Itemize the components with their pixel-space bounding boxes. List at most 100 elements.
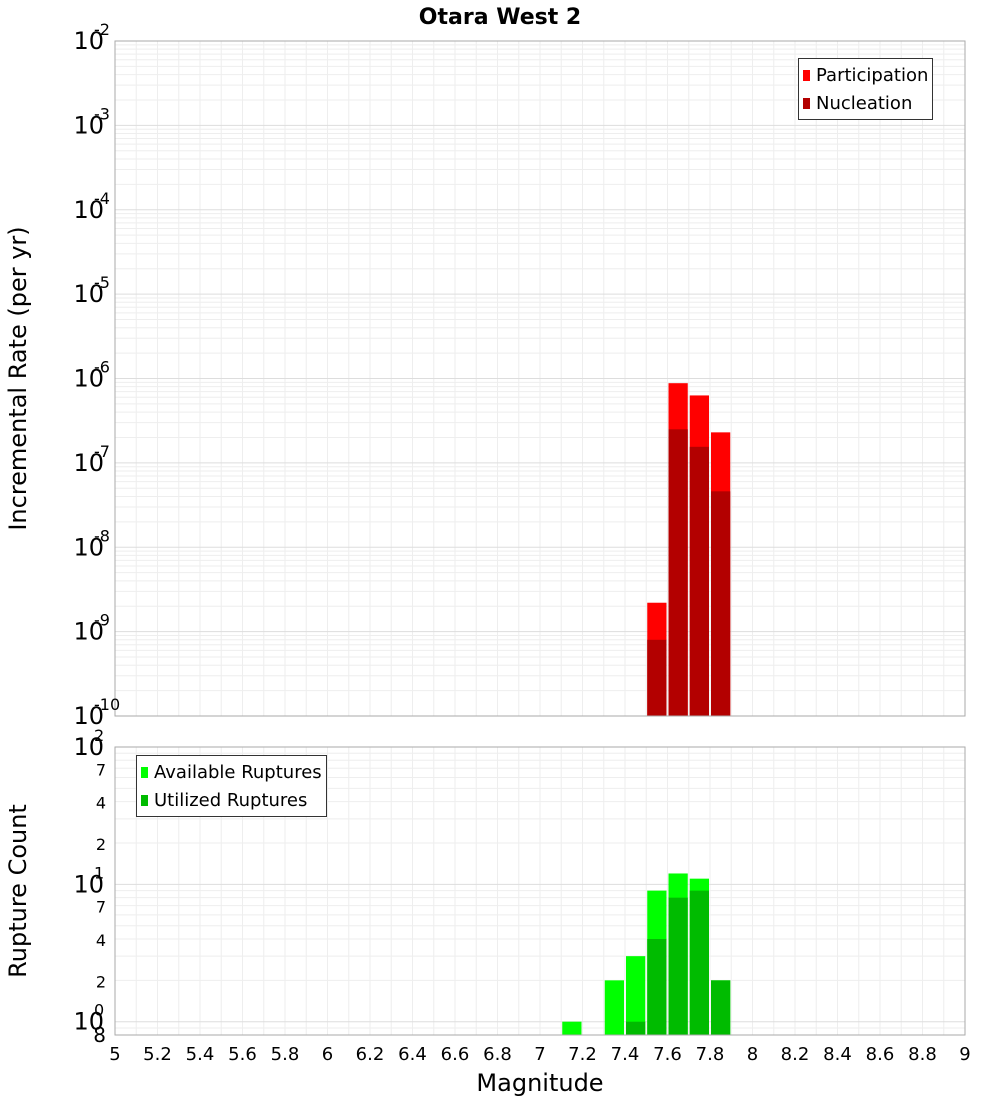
y-tick-label: 100 xyxy=(73,1001,104,1036)
x-tick-label: 7.2 xyxy=(568,1044,597,1065)
bottom-y-axis-label: Rupture Count xyxy=(4,804,32,978)
y-minor-tick-label: 7 xyxy=(96,760,106,779)
x-tick-label: 7.6 xyxy=(653,1044,682,1065)
x-tick-label: 6.4 xyxy=(398,1044,427,1065)
x-tick-label: 5.8 xyxy=(271,1044,300,1065)
y-tick-label: 10-3 xyxy=(73,104,110,139)
y-tick-exponent: -2 xyxy=(94,20,110,39)
y-tick-label: 10-5 xyxy=(73,273,110,308)
bar-utilized-ruptures xyxy=(711,980,731,1035)
bar-utilized-ruptures xyxy=(689,890,709,1035)
y-tick-label: 10-6 xyxy=(73,358,110,393)
y-tick-exponent: -9 xyxy=(94,611,110,630)
y-tick-exponent: 0 xyxy=(94,1001,104,1020)
legend-label-utilized: Utilized Ruptures xyxy=(154,789,308,811)
y-tick-exponent: -5 xyxy=(94,273,110,292)
x-tick-label: 7.8 xyxy=(696,1044,725,1065)
x-tick-labels: 5 5.2 5.4 5.6 5.8 6 6.2 6.4 6.6 6.8 7 7.2 7.4 7.6 7.8 8… xyxy=(109,1044,970,1065)
y-tick-base: 10 xyxy=(73,1008,104,1036)
y-tick-label: 102 xyxy=(73,726,104,761)
y-tick-label: 10-7 xyxy=(73,442,110,477)
chart-title: Otara West 2 xyxy=(419,5,581,30)
bar-utilized-ruptures xyxy=(668,897,688,1035)
x-tick-label: 8.6 xyxy=(866,1044,895,1065)
y-tick-label: 10-10 xyxy=(73,695,120,730)
y-minor-tick-label: 2 xyxy=(96,972,106,991)
y-tick-base: 10 xyxy=(73,733,104,761)
y-tick-exponent: -10 xyxy=(94,695,120,714)
bar-available-ruptures xyxy=(604,980,624,1035)
y-minor-tick-label: 8 xyxy=(93,1023,106,1047)
legend-swatch-participation xyxy=(803,69,810,81)
x-tick-label: 7.4 xyxy=(611,1044,640,1065)
y-tick-exponent: -4 xyxy=(94,189,110,208)
legend-item-utilized-ruptures: Utilized Ruptures xyxy=(141,786,322,814)
y-minor-tick-label: 2 xyxy=(96,835,106,854)
y-tick-exponent: -3 xyxy=(94,104,110,123)
y-minor-tick-label: 4 xyxy=(96,931,106,950)
legend-item-participation: Participation xyxy=(803,61,928,89)
y-tick-exponent: 2 xyxy=(94,726,104,745)
y-tick-base: 10 xyxy=(73,702,104,730)
y-tick-label: 10-2 xyxy=(73,20,110,55)
bar-nucleation xyxy=(711,491,731,716)
y-tick-base: 10 xyxy=(73,280,104,308)
legend-swatch-available xyxy=(141,766,148,778)
x-tick-label: 6.6 xyxy=(441,1044,470,1065)
y-tick-label: 10-4 xyxy=(73,189,110,224)
bottom-legend: Available Ruptures Utilized Ruptures xyxy=(136,755,327,817)
y-tick-exponent: -6 xyxy=(94,358,110,377)
legend-item-available-ruptures: Available Ruptures xyxy=(141,758,322,786)
top-legend: Participation Nucleation xyxy=(798,58,934,120)
x-tick-label: 8.8 xyxy=(908,1044,937,1065)
top-y-axis-label: Incremental Rate (per yr) xyxy=(4,226,32,530)
bar-available-ruptures xyxy=(562,1021,582,1035)
y-tick-base: 10 xyxy=(73,449,104,477)
y-tick-label: 10-9 xyxy=(73,611,110,646)
x-tick-label: 8.4 xyxy=(823,1044,852,1065)
legend-label-nucleation: Nucleation xyxy=(816,92,913,114)
y-tick-label: 10-8 xyxy=(73,526,110,561)
x-tick-label: 6 xyxy=(322,1044,333,1065)
y-tick-exponent: -7 xyxy=(94,442,110,461)
y-tick-exponent: 1 xyxy=(94,863,104,882)
y-tick-base: 10 xyxy=(73,870,104,898)
bottom-plot-bars xyxy=(562,873,731,1035)
legend-swatch-nucleation xyxy=(803,97,810,109)
y-tick-base: 10 xyxy=(73,533,104,561)
y-tick-base: 10 xyxy=(73,27,104,55)
x-tick-label: 5.2 xyxy=(143,1044,172,1065)
top-plot-bars xyxy=(647,383,731,716)
bar-available-ruptures xyxy=(626,956,646,1035)
x-tick-label: 5.4 xyxy=(186,1044,215,1065)
y-tick-label: 101 xyxy=(73,863,104,898)
x-tick-label: 5 xyxy=(109,1044,120,1065)
legend-swatch-utilized xyxy=(141,794,148,806)
x-tick-label: 9 xyxy=(959,1044,970,1065)
y-tick-exponent: -8 xyxy=(94,526,110,545)
y-tick-base: 10 xyxy=(73,196,104,224)
bar-nucleation xyxy=(689,446,709,716)
x-tick-label: 8 xyxy=(747,1044,758,1065)
x-tick-label: 6.8 xyxy=(483,1044,512,1065)
y-tick-base: 10 xyxy=(73,618,104,646)
y-minor-tick-label: 7 xyxy=(96,898,106,917)
y-minor-tick-label: 4 xyxy=(96,794,106,813)
bottom-plot-area xyxy=(114,746,966,1036)
y-tick-base: 10 xyxy=(73,365,104,393)
bar-utilized-ruptures xyxy=(626,1021,646,1035)
x-tick-label: 6.2 xyxy=(356,1044,385,1065)
bar-utilized-ruptures xyxy=(647,939,667,1035)
y-tick-base: 10 xyxy=(73,111,104,139)
bar-nucleation xyxy=(647,639,667,716)
legend-label-participation: Participation xyxy=(816,64,929,86)
x-tick-label: 8.2 xyxy=(781,1044,810,1065)
top-plot-area xyxy=(114,40,966,717)
bar-nucleation xyxy=(668,429,688,716)
top-plot-gridlines xyxy=(114,40,966,717)
legend-item-nucleation: Nucleation xyxy=(803,89,928,117)
x-axis-label: Magnitude xyxy=(476,1069,603,1097)
legend-label-available: Available Ruptures xyxy=(154,761,322,783)
